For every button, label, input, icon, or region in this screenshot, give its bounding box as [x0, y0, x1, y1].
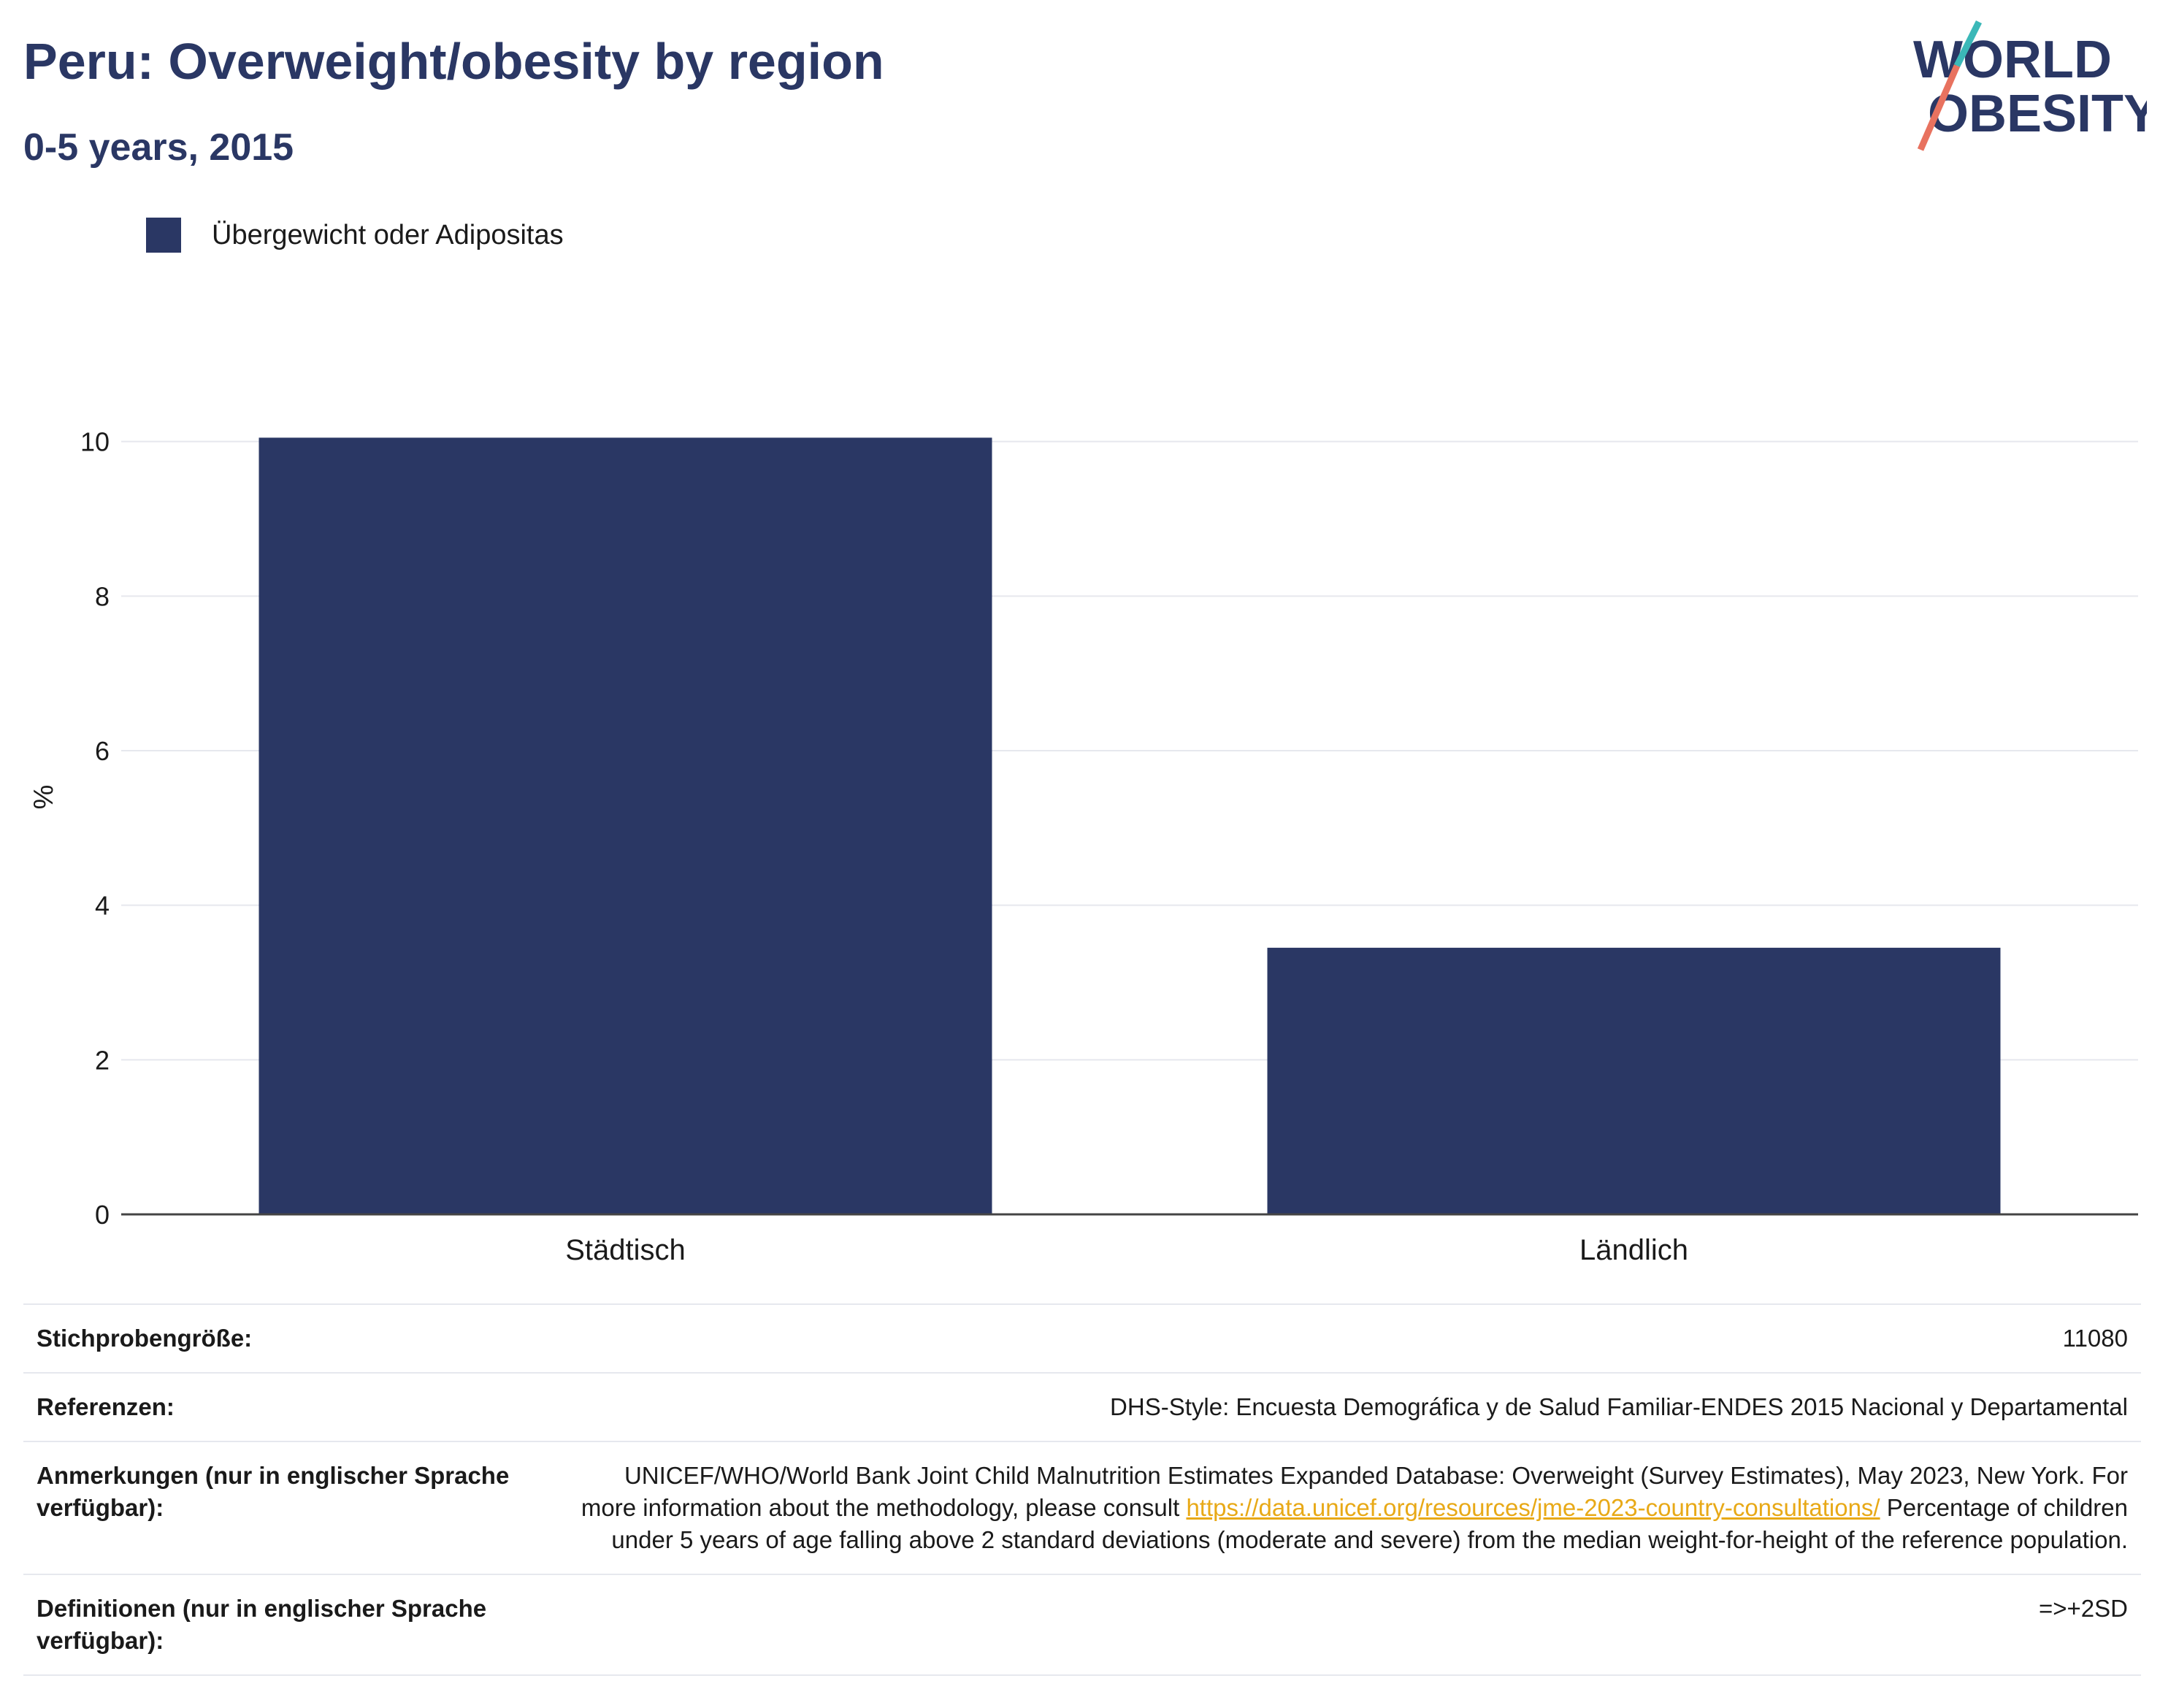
info-row-notes: Anmerkungen (nur in englischer Sprache v…: [23, 1441, 2141, 1574]
legend-label: Übergewicht oder Adipositas: [212, 219, 564, 250]
logo-line2: OBESITY: [1928, 85, 2147, 143]
logo-slash-coral: [1917, 64, 1961, 151]
y-tick-label: 0: [95, 1200, 110, 1230]
info-table: Stichprobengröße: 11080 Referenzen: DHS-…: [23, 1303, 2141, 1676]
legend-swatch: [146, 218, 181, 253]
references-value: DHS-Style: Encuesta Demográfica y de Sal…: [1110, 1393, 2128, 1420]
notes-text-1: UNICEF/WHO/World Bank Joint Child Malnut…: [581, 1462, 2128, 1521]
world-obesity-logo: WORLD OBESITY: [1913, 20, 2147, 151]
chart-title: Peru: Overweight/obesity by region: [23, 33, 884, 90]
y-tick-label: 6: [95, 736, 110, 766]
y-tick-label: 8: [95, 581, 110, 611]
y-tick-label: 2: [95, 1045, 110, 1075]
y-tick-label: 4: [95, 891, 110, 921]
y-axis-label: %: [28, 785, 59, 810]
bar-chart: 0 2 4 6 8 10 Städtisch Ländlich%: [28, 427, 2138, 1266]
definitions-value: =>+2SD: [2038, 1595, 2128, 1622]
sample-label: Stichprobengröße:: [37, 1325, 253, 1352]
x-category-label: Städtisch: [565, 1234, 686, 1266]
bar: [258, 437, 992, 1214]
notes-link[interactable]: https://data.unicef.org/resources/jme-20…: [1186, 1494, 1880, 1521]
y-tick-label: 10: [80, 427, 110, 457]
notes-value: UNICEF/WHO/World Bank Joint Child Malnut…: [565, 1460, 2128, 1556]
chart-subtitle: 0-5 years, 2015: [23, 126, 294, 169]
notes-label: Anmerkungen (nur in englischer Sprache v…: [37, 1462, 510, 1521]
info-row-sample: Stichprobengröße: 11080: [23, 1303, 2141, 1372]
logo-slash-teal: [1953, 20, 1983, 68]
info-row-references: Referenzen: DHS-Style: Encuesta Demográf…: [23, 1372, 2141, 1441]
references-label: Referenzen:: [37, 1393, 175, 1420]
x-category-label: Ländlich: [1579, 1234, 1688, 1266]
legend: Übergewicht oder Adipositas: [146, 218, 564, 253]
sample-value: 11080: [2062, 1325, 2128, 1352]
logo-line1: WORLD: [1913, 31, 2112, 89]
info-row-definitions: Definitionen (nur in englischer Sprache …: [23, 1574, 2141, 1676]
notes-text-2: Percentage of children under 5 years of …: [611, 1494, 2128, 1553]
definitions-label: Definitionen (nur in englischer Sprache …: [37, 1595, 487, 1654]
bar: [1267, 947, 2001, 1214]
